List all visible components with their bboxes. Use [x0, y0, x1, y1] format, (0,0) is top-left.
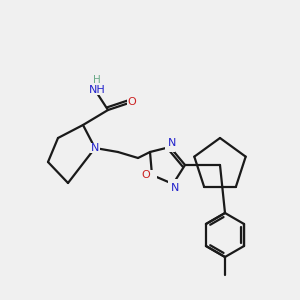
Text: N: N [91, 143, 99, 153]
Text: N: N [171, 183, 179, 193]
FancyBboxPatch shape [168, 179, 178, 189]
Text: O: O [142, 170, 150, 180]
Text: NH: NH [88, 85, 105, 95]
Text: O: O [128, 97, 136, 107]
FancyBboxPatch shape [165, 142, 175, 152]
FancyBboxPatch shape [127, 97, 137, 107]
FancyBboxPatch shape [90, 85, 100, 95]
FancyBboxPatch shape [90, 143, 100, 153]
FancyBboxPatch shape [147, 170, 157, 180]
Text: H: H [93, 75, 101, 85]
Text: N: N [168, 138, 176, 148]
